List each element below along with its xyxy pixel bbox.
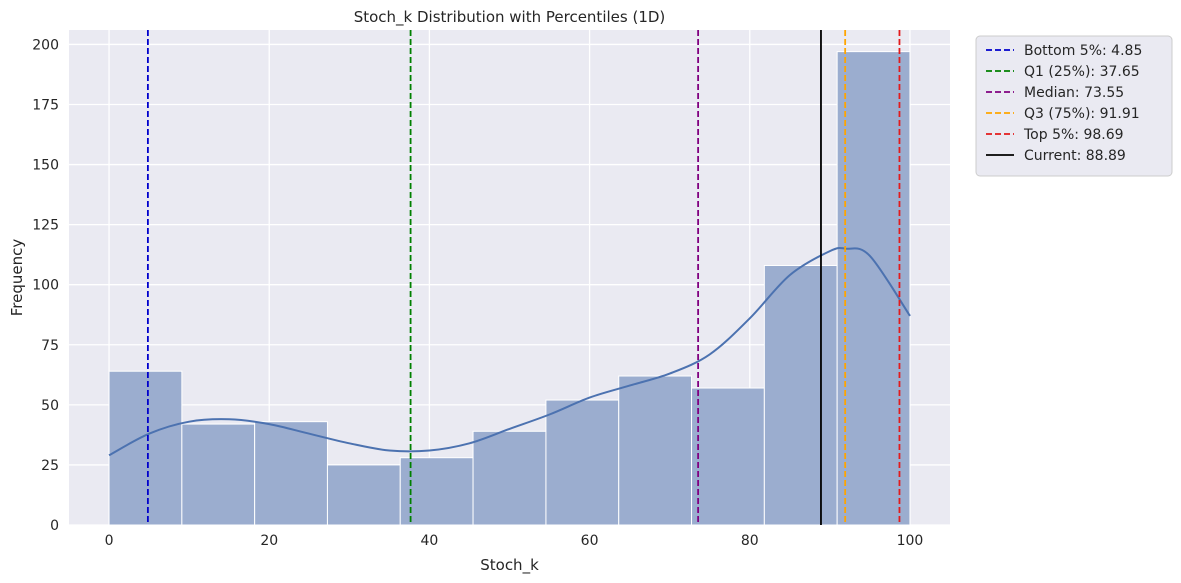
chart-title: Stoch_k Distribution with Percentiles (1… bbox=[354, 8, 666, 27]
histogram-bar bbox=[181, 423, 256, 526]
histogram-bars bbox=[108, 51, 911, 526]
histogram-bar bbox=[326, 464, 401, 526]
histogram-bar bbox=[691, 387, 765, 526]
histogram-bar bbox=[545, 399, 620, 526]
kde-curve bbox=[108, 246, 911, 457]
x-tick-label: 100 bbox=[897, 533, 924, 549]
y-tick-label: 0 bbox=[50, 518, 59, 534]
x-tick-label: 0 bbox=[105, 533, 114, 549]
y-tick-label: 125 bbox=[32, 218, 59, 234]
reference-lines bbox=[146, 30, 901, 525]
x-tick-label: 80 bbox=[741, 533, 759, 549]
x-tick-label: 20 bbox=[260, 533, 278, 549]
x-tick-labels: 0 20 40 60 80 100 bbox=[105, 533, 924, 549]
y-tick-label: 50 bbox=[41, 398, 59, 414]
y-tick-labels: 0 25 50 75 100 125 150 175 200 bbox=[32, 37, 59, 534]
x-tick-label: 40 bbox=[420, 533, 438, 549]
y-tick-label: 175 bbox=[32, 97, 59, 113]
histogram-bar bbox=[763, 264, 838, 526]
histogram-bar bbox=[254, 421, 328, 526]
legend-frame bbox=[975, 35, 1173, 177]
legend-label: Current: 88.89 bbox=[1024, 148, 1126, 164]
x-tick-label: 60 bbox=[581, 533, 599, 549]
y-tick-label: 25 bbox=[41, 458, 59, 474]
y-tick-label: 100 bbox=[32, 278, 59, 294]
x-axis-label: Stoch_k bbox=[480, 556, 539, 575]
legend-label: Bottom 5%: 4.85 bbox=[1024, 43, 1142, 59]
histogram-bar bbox=[836, 51, 911, 526]
legend: Bottom 5%: 4.85 Q1 (25%): 37.65 Median: 73… bbox=[975, 35, 1173, 177]
legend-label: Median: 73.55 bbox=[1024, 85, 1124, 101]
y-tick-label: 75 bbox=[41, 338, 59, 354]
legend-label: Q3 (75%): 91.91 bbox=[1024, 106, 1140, 122]
legend-label: Top 5%: 98.69 bbox=[1023, 127, 1124, 143]
y-tick-label: 150 bbox=[32, 158, 59, 174]
histogram-bar bbox=[472, 430, 547, 526]
y-tick-label: 200 bbox=[32, 37, 59, 53]
histogram-bar bbox=[618, 375, 693, 526]
legend-label: Q1 (25%): 37.65 bbox=[1024, 64, 1140, 80]
y-axis-label: Frequency bbox=[8, 239, 26, 317]
histogram-bar bbox=[108, 370, 183, 526]
